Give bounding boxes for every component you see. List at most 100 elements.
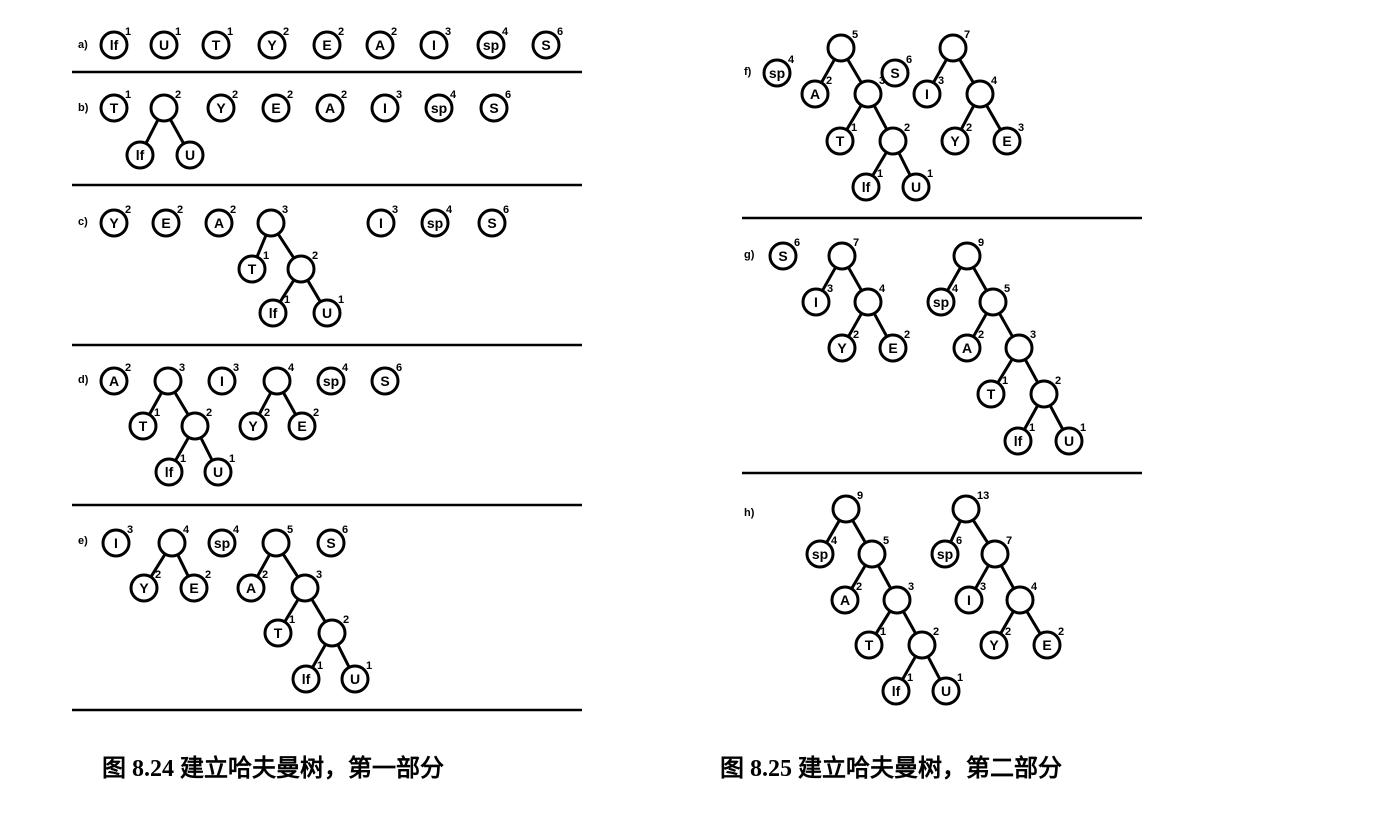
huffman-leaf-node: E2	[287, 407, 319, 441]
huffman-internal-node: 9	[952, 237, 984, 271]
huffman-leaf-node: lf	[125, 140, 155, 170]
node-circle	[907, 630, 937, 660]
node-weight: 3	[179, 362, 185, 374]
node-symbol: S	[541, 37, 550, 53]
huffman-leaf-node: lf 1	[1003, 422, 1035, 456]
huffman-internal-node: 4	[965, 75, 998, 109]
node-circle	[365, 30, 395, 60]
panel-separators	[72, 70, 1142, 712]
tree-edge	[946, 266, 962, 292]
node-circle	[175, 140, 205, 170]
node-weight: 1	[227, 26, 233, 38]
node-weight: 3	[127, 524, 133, 536]
node-symbol: E	[1002, 133, 1011, 149]
node-circle	[1032, 630, 1062, 660]
node-symbol: E	[161, 215, 170, 231]
node-weight: 1	[175, 26, 181, 38]
node-symbol: sp	[812, 546, 828, 562]
huffman-leaf-node: sp4	[805, 535, 838, 569]
node-weight: 1	[366, 660, 372, 672]
node-circle	[262, 366, 292, 396]
node-weight: 2	[1005, 626, 1011, 638]
node-circle	[1005, 585, 1035, 615]
huffman-leaf-node: U1	[1054, 422, 1086, 456]
figure-caption-8-24: 图 8.24 建立哈夫曼树，第一部分	[102, 756, 444, 782]
node-weight: 4	[446, 204, 453, 216]
node-symbol: A	[962, 340, 972, 356]
node-circle	[801, 287, 831, 317]
huffman-leaf-node: lf 1	[154, 453, 186, 487]
panel-label: d)	[78, 374, 89, 386]
node-weight: 7	[853, 237, 859, 249]
node-weight: 3	[316, 569, 322, 581]
node-circle	[340, 664, 370, 694]
panel-label: a)	[78, 39, 88, 51]
node-symbol: E	[322, 37, 331, 53]
huffman-leaf-node: sp4	[420, 204, 453, 238]
huffman-leaf-node: Y2	[827, 329, 859, 363]
node-symbol: lf	[136, 147, 145, 163]
huffman-internal-node: 2	[180, 407, 212, 441]
node-weight: 2	[177, 204, 183, 216]
node-weight: 2	[287, 89, 293, 101]
node-weight: 2	[232, 89, 238, 101]
node-symbol: lf	[110, 37, 119, 53]
node-circle	[477, 208, 507, 238]
tree-edge	[897, 151, 912, 177]
node-circle	[952, 241, 982, 271]
node-weight: 2	[338, 26, 344, 38]
node-circle	[980, 539, 1010, 569]
node-circle	[979, 630, 1009, 660]
node-symbol: Y	[950, 133, 960, 149]
huffman-leaf-node: Y2	[940, 122, 972, 156]
node-symbol: S	[489, 100, 498, 116]
node-weight: 3	[827, 283, 833, 295]
huffman-leaf-node: E3	[992, 122, 1024, 156]
panel-label: h)	[744, 507, 755, 519]
node-circle	[831, 494, 861, 524]
panel-label: f)	[744, 66, 752, 78]
node-symbol: U	[185, 147, 195, 163]
node-circle	[149, 30, 179, 60]
node-circle	[882, 585, 912, 615]
tree-edge	[281, 553, 300, 578]
tree-edge	[278, 279, 296, 303]
node-symbol: S	[487, 215, 496, 231]
tree-edge	[336, 643, 351, 669]
node-symbol: sp	[431, 100, 447, 116]
node-weight: 1	[125, 89, 131, 101]
node-weight: 2	[904, 329, 910, 341]
node-circle	[149, 93, 179, 123]
huffman-leaf-node: T1	[976, 375, 1008, 409]
node-weight: 3	[282, 204, 288, 216]
node-circle	[800, 79, 830, 109]
tree-edge	[996, 358, 1014, 384]
node-circle	[878, 126, 908, 156]
node-symbol: T	[865, 637, 874, 653]
node-circle	[316, 366, 346, 396]
node-symbol: U	[322, 305, 332, 321]
node-symbol: A	[840, 592, 850, 608]
node-symbol: T	[139, 418, 148, 434]
tree-edge	[871, 151, 888, 177]
node-symbol: A	[109, 373, 119, 389]
node-weight: 1	[180, 453, 186, 465]
huffman-internal-node: 3	[1004, 329, 1036, 363]
node-weight: 2	[312, 250, 318, 262]
node-circle	[257, 30, 287, 60]
node-weight: 1	[289, 614, 295, 626]
node-circle	[951, 494, 981, 524]
node-symbol: S	[326, 535, 335, 551]
node-circle	[99, 208, 129, 238]
node-weight: 2	[262, 569, 268, 581]
tree-edges	[144, 58, 1065, 681]
node-symbol: Y	[989, 637, 999, 653]
node-weight: 1	[907, 672, 913, 684]
node-circle	[965, 79, 995, 109]
tree-edge	[825, 519, 841, 544]
tree-edge	[998, 312, 1014, 338]
node-symbol: A	[810, 86, 820, 102]
node-symbol: sp	[937, 546, 953, 562]
